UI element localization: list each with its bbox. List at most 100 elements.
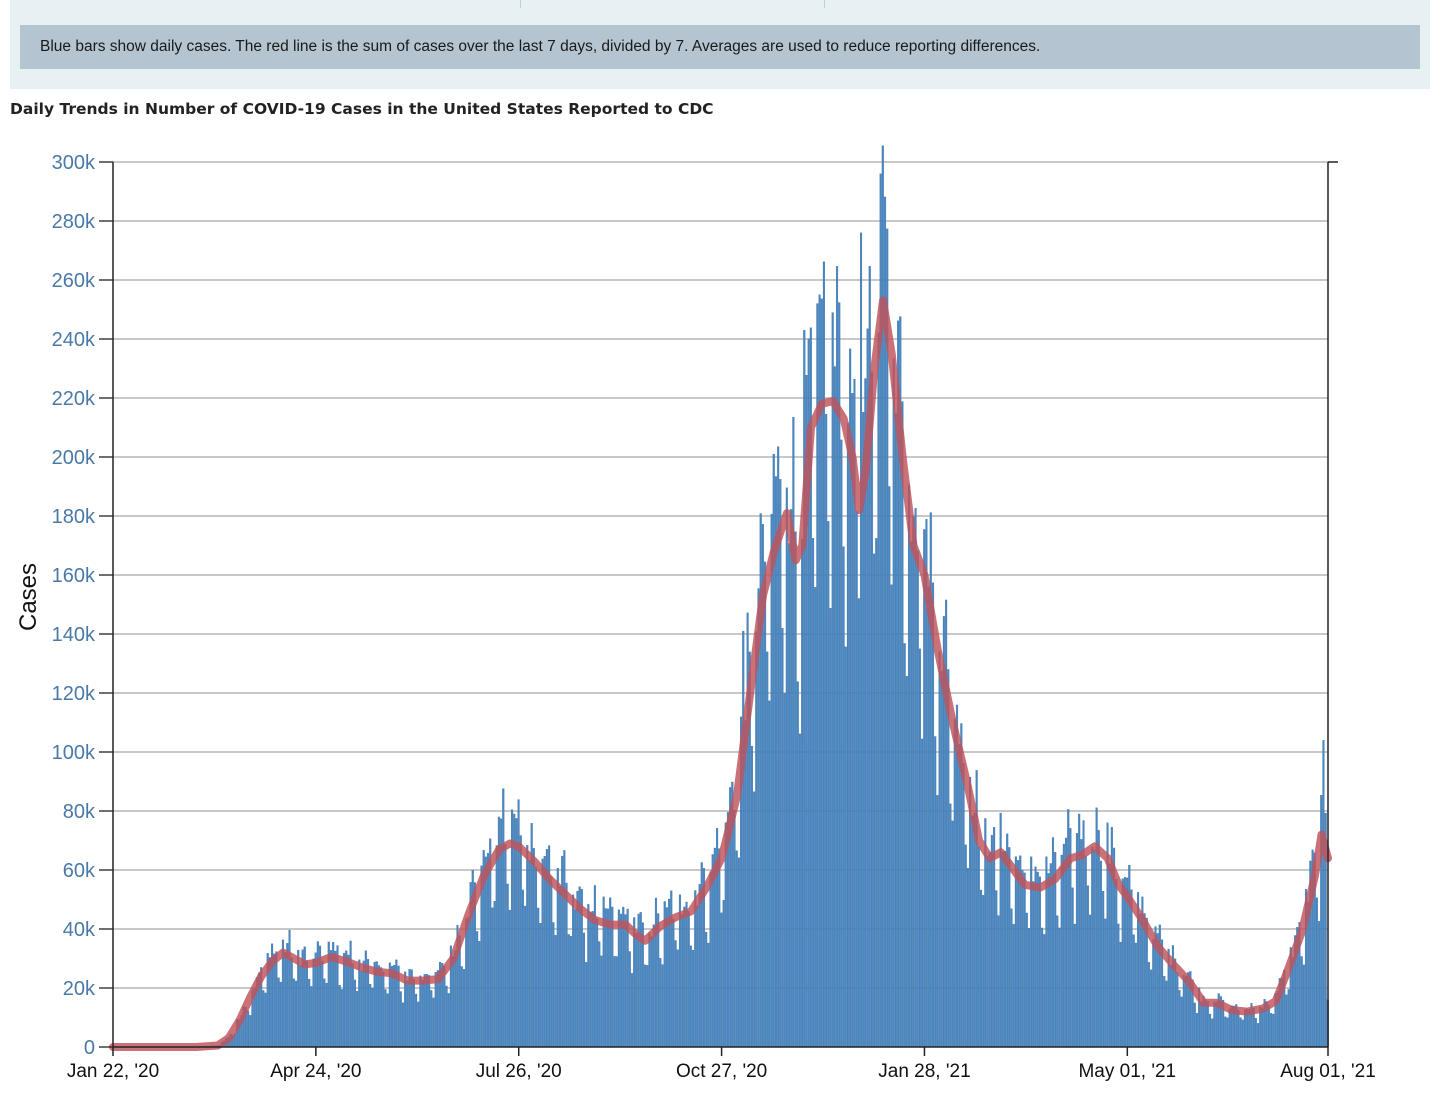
case-bar [859, 232, 863, 1048]
case-bar [842, 546, 845, 1048]
case-bar [966, 867, 969, 1048]
case-bar [343, 952, 346, 1048]
case-bar [705, 931, 708, 1048]
case-bar [990, 834, 993, 1048]
case-bar [615, 956, 618, 1048]
case-bar [1180, 996, 1183, 1048]
case-bar [556, 868, 559, 1048]
case-bar [1121, 878, 1124, 1048]
case-bar [486, 853, 490, 1048]
case-bar [676, 949, 679, 1048]
case-bar [1224, 1016, 1227, 1048]
case-bar [1123, 877, 1127, 1048]
case-bar [1204, 999, 1207, 1048]
case-bar [384, 989, 387, 1048]
tab-separator [520, 0, 521, 8]
case-bar [305, 960, 309, 1048]
case-bar [613, 956, 616, 1048]
case-bar [722, 899, 725, 1048]
case-bar [567, 934, 570, 1048]
case-bar [502, 788, 505, 1048]
case-bar [1073, 923, 1076, 1048]
case-bar [997, 915, 1000, 1048]
chart-title: Daily Trends in Number of COVID-19 Cases… [10, 100, 714, 118]
case-bar [1211, 1018, 1214, 1048]
case-bar [1097, 830, 1100, 1048]
case-bar [1027, 928, 1031, 1048]
case-bar [1315, 897, 1318, 1048]
case-bar [1272, 1013, 1275, 1048]
case-bar [462, 969, 466, 1048]
y-axis-ticks: 0 20k 40k 60k 80k 100k 120k 140k 160k 180k 200k 220… [52, 152, 1338, 1059]
case-bar [299, 965, 302, 1048]
case-bar [931, 582, 935, 1048]
case-bar [1008, 847, 1011, 1048]
case-bar [353, 979, 356, 1048]
case-bar [1071, 887, 1074, 1048]
case-bar [630, 973, 634, 1048]
case-bar [275, 951, 278, 1048]
y-tick-label: 20k [63, 978, 96, 1000]
case-bar [792, 417, 795, 1048]
case-bar [681, 914, 684, 1048]
case-bar [685, 901, 688, 1048]
case-bar [829, 608, 832, 1048]
case-bar [460, 966, 463, 1048]
case-bar [1010, 908, 1013, 1048]
case-bar [447, 993, 450, 1048]
case-bar [938, 651, 941, 1048]
case-bar [949, 803, 952, 1048]
x-tick-label: Aug 01, '21 [1280, 1061, 1376, 1082]
case-bar [1169, 964, 1172, 1048]
case-bar [534, 866, 538, 1048]
case-bar [707, 942, 710, 1048]
case-bar [766, 651, 769, 1048]
case-bar [764, 561, 767, 1048]
case-bar [377, 965, 380, 1048]
case-bar [334, 950, 337, 1048]
case-bar [781, 628, 784, 1048]
case-bar [796, 681, 799, 1048]
case-bar [936, 795, 939, 1048]
case-bar [750, 745, 753, 1048]
case-bar [768, 700, 771, 1048]
case-bar [1237, 1009, 1240, 1048]
case-bar [264, 992, 267, 1048]
case-bar [515, 818, 518, 1048]
case-bar [873, 553, 876, 1048]
case-bar [574, 909, 577, 1048]
case-bar [620, 913, 623, 1048]
case-bar [1239, 1017, 1242, 1048]
case-bar [814, 587, 817, 1048]
case-bar [593, 885, 596, 1048]
case-bar [491, 907, 494, 1048]
case-bar [982, 895, 985, 1048]
case-bar [694, 890, 697, 1048]
case-bar [1195, 1012, 1198, 1048]
case-bar [1150, 969, 1153, 1048]
case-bar [979, 889, 983, 1048]
case-bar [1051, 837, 1055, 1048]
case-bar [1215, 1001, 1218, 1048]
case-bar [1270, 1013, 1273, 1048]
case-bar [857, 598, 860, 1048]
case-bar [971, 815, 974, 1048]
y-tick-label: 120k [52, 683, 96, 705]
case-bar [312, 958, 315, 1048]
case-bar [399, 991, 402, 1048]
case-bar [1089, 914, 1092, 1048]
case-bar [1060, 854, 1063, 1048]
case-bar [290, 957, 293, 1048]
case-bar [495, 845, 498, 1048]
case-bar [465, 918, 468, 1048]
case-bar [855, 511, 858, 1048]
y-tick-label: 260k [52, 270, 96, 292]
case-bar [587, 904, 590, 1048]
case-bar [905, 675, 908, 1048]
case-bar [1145, 917, 1148, 1048]
case-bar [1267, 1005, 1270, 1048]
case-bar [892, 358, 895, 1048]
case-bar [825, 413, 828, 1048]
case-bar [1287, 989, 1290, 1048]
case-bar [323, 978, 326, 1048]
